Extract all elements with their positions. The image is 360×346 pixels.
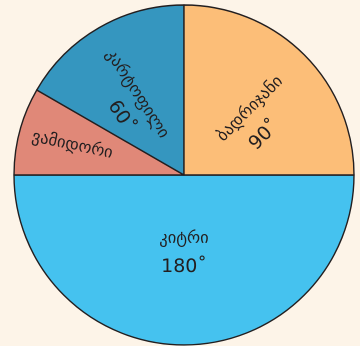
pie-slice-2 [13, 89, 185, 176]
pie-slice-1 [13, 174, 355, 346]
pie-slice-3 [36, 4, 185, 176]
pie-slices [13, 4, 355, 346]
pie-slice-label-1: კიტრი [159, 228, 208, 247]
pie-slice-value-1: 180˚ [161, 255, 207, 277]
pie-slice-4 [183, 4, 355, 176]
